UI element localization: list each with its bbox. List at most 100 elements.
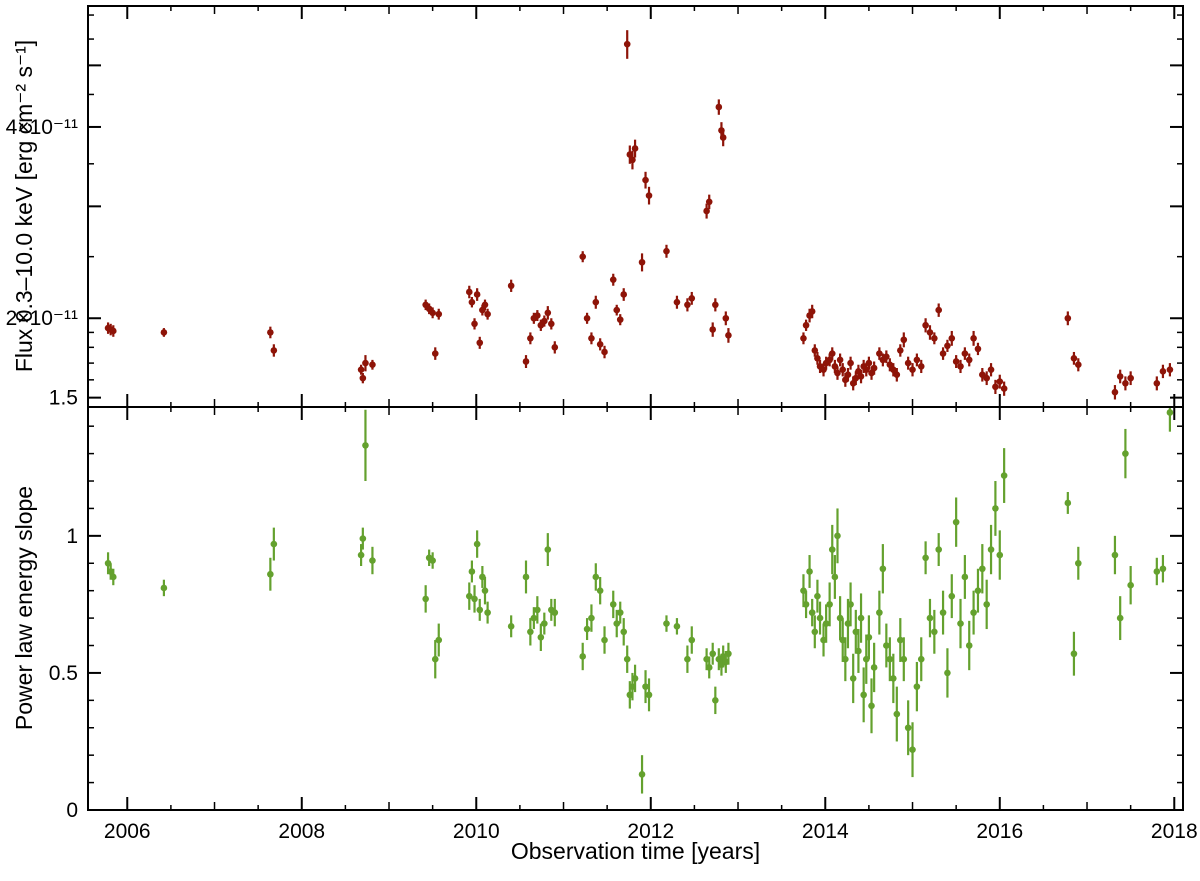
- flux-point: [828, 347, 836, 360]
- svg-text:2008: 2008: [278, 820, 325, 843]
- slope-point: [476, 598, 484, 621]
- svg-text:1: 1: [66, 525, 78, 548]
- flux-point: [473, 288, 481, 301]
- flux-point: [709, 322, 717, 337]
- flux-point: [673, 295, 681, 309]
- slope-point: [893, 686, 901, 742]
- slope-point: [904, 700, 912, 756]
- flux-point: [270, 344, 278, 357]
- flux-point: [719, 129, 727, 147]
- flux-point: [725, 328, 732, 343]
- slope-point: [970, 590, 977, 635]
- flux-point: [609, 273, 617, 286]
- slope-point: [926, 598, 934, 638]
- slope-point: [935, 533, 942, 567]
- svg-text:2018: 2018: [1151, 820, 1198, 843]
- svg-text:2006: 2006: [104, 820, 151, 843]
- slope-point: [465, 582, 473, 610]
- slope-y-axis-title: Power law energy slope: [11, 485, 37, 731]
- flux-point: [970, 330, 977, 346]
- flux-point: [541, 315, 548, 327]
- flux-point: [522, 355, 530, 369]
- flux-point: [429, 307, 436, 319]
- flux-point: [939, 347, 947, 360]
- slope-point: [544, 533, 552, 567]
- slope-point: [579, 642, 587, 671]
- flux-point: [551, 341, 559, 354]
- slope-point: [530, 607, 538, 630]
- slope-point: [909, 722, 916, 778]
- slope-point: [883, 623, 890, 668]
- slope-point: [484, 601, 491, 624]
- x-axis-title: Observation time [years]: [510, 838, 761, 864]
- slope-point: [357, 544, 365, 567]
- flux-point: [534, 310, 541, 322]
- flux-point: [839, 363, 847, 377]
- flux-point: [886, 358, 894, 372]
- slope-point: [826, 582, 833, 627]
- slope-point: [987, 524, 995, 575]
- slope-point: [917, 637, 925, 682]
- slope-point: [522, 560, 530, 594]
- flux-point: [890, 363, 897, 377]
- slope-point: [362, 409, 369, 482]
- slope-point: [645, 678, 653, 712]
- flux-point: [357, 364, 365, 375]
- svg-text:2014: 2014: [802, 820, 849, 843]
- flux-point: [110, 325, 117, 337]
- slope-point: [663, 615, 670, 632]
- flux-point: [834, 366, 841, 380]
- svg-text:2×10⁻¹¹: 2×10⁻¹¹: [6, 307, 78, 330]
- flux-point: [359, 373, 367, 384]
- svg-text:2010: 2010: [453, 820, 500, 843]
- slope-point: [613, 609, 621, 638]
- svg-text:0.5: 0.5: [49, 662, 78, 685]
- slope-point: [620, 618, 628, 646]
- slope-point: [583, 618, 591, 641]
- flux-point: [836, 353, 844, 367]
- flux-point: [1166, 363, 1174, 377]
- slope-point: [616, 601, 624, 624]
- flux-point: [548, 318, 555, 330]
- slope-point: [913, 661, 921, 712]
- slope-point: [922, 541, 929, 575]
- flux-series: [104, 30, 1174, 400]
- flux-point: [800, 332, 807, 345]
- tick-labels: 2006 2008 2010 2012 2014 2016 2018 1.5 2×10⁻¹¹ 4×…: [6, 116, 1198, 843]
- flux-point: [983, 371, 990, 386]
- slope-point: [944, 648, 951, 698]
- flux-point: [481, 299, 489, 311]
- flux-point: [922, 318, 929, 333]
- slope-point: [948, 574, 956, 619]
- flux-point: [684, 298, 691, 312]
- flux-point: [592, 295, 600, 309]
- slope-point: [1116, 596, 1124, 641]
- slope-point: [886, 637, 894, 682]
- slope-point: [857, 593, 865, 643]
- flux-point: [893, 368, 901, 382]
- flux-point: [160, 328, 168, 337]
- flux-point: [1127, 371, 1134, 386]
- flux-point: [267, 326, 274, 339]
- slope-point: [831, 555, 839, 599]
- slope-point: [527, 618, 534, 646]
- flux-point: [688, 291, 696, 305]
- flux-point: [601, 345, 608, 359]
- flux-point: [476, 336, 484, 349]
- slope-point: [897, 618, 904, 662]
- flux-point: [948, 330, 956, 346]
- flux-point: [1064, 311, 1072, 326]
- flux-y-axis-title: Flux 0.3–10.0 keV [erg cm⁻² s⁻¹]: [11, 39, 37, 373]
- slope-point: [822, 604, 830, 643]
- flux-point: [1074, 358, 1082, 372]
- flux-point: [808, 304, 816, 319]
- svg-text:4×10⁻¹¹: 4×10⁻¹¹: [6, 116, 78, 139]
- flux-point: [468, 297, 476, 308]
- slope-point: [596, 576, 604, 605]
- flux-point: [1111, 385, 1119, 400]
- flux-point: [857, 369, 865, 384]
- slope-point: [688, 626, 696, 654]
- flux-point: [596, 338, 604, 351]
- flux-point: [847, 356, 854, 370]
